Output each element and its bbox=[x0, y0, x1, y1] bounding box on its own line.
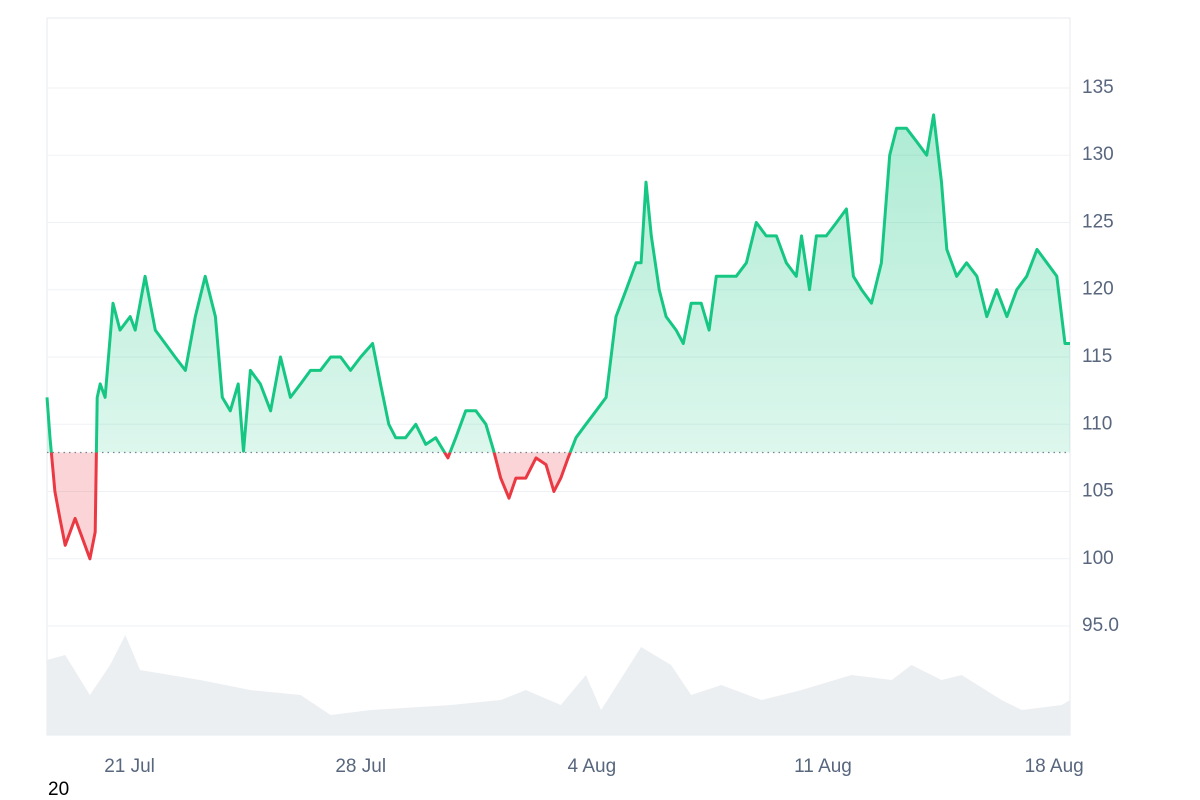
x-tick-label: 28 Jul bbox=[335, 756, 386, 777]
y-tick-label: 115 bbox=[1082, 346, 1112, 367]
y-tick-label: 95.0 bbox=[1082, 615, 1119, 636]
y-tick-label: 135 bbox=[1082, 77, 1114, 98]
y-tick-label: 110 bbox=[1082, 413, 1112, 434]
volume-area bbox=[47, 635, 1070, 735]
price-line-below bbox=[49, 452, 572, 561]
area-above bbox=[47, 114, 1070, 453]
x-tick-label: 21 Jul bbox=[104, 756, 155, 777]
x-tick-label: 18 Aug bbox=[1025, 756, 1084, 777]
x-tick-label: 4 Aug bbox=[568, 756, 617, 777]
area-below bbox=[51, 452, 571, 559]
y-tick-label: 125 bbox=[1082, 211, 1114, 232]
y-tick-label: 105 bbox=[1082, 481, 1114, 502]
y-tick-label: 130 bbox=[1082, 144, 1114, 165]
x-tick-label: 11 Aug bbox=[794, 756, 852, 777]
y-tick-label: 120 bbox=[1082, 279, 1114, 300]
y-tick-label: 100 bbox=[1082, 548, 1114, 569]
footnote: 20 bbox=[48, 779, 69, 800]
price-line bbox=[45, 113, 1070, 453]
